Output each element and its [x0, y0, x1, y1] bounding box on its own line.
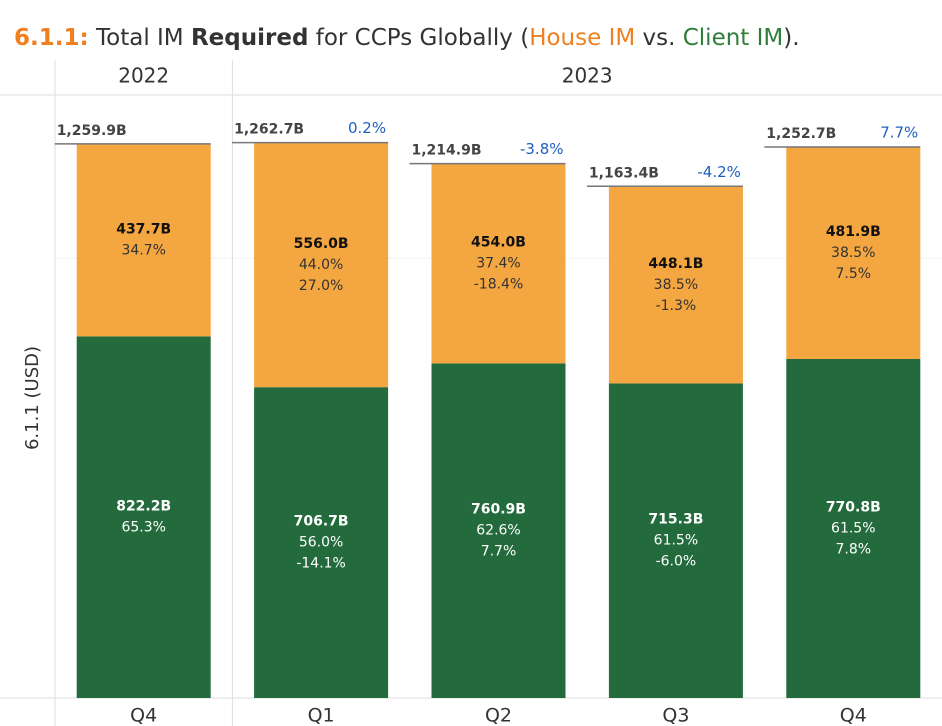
title-series: Client IM: [683, 25, 784, 51]
segment-value-label: 448.1B: [648, 256, 703, 272]
title-part: for CCPs Globally (: [308, 25, 529, 51]
segment-percent-label: 61.5%: [654, 533, 698, 549]
segment-value-label: 770.8B: [826, 499, 881, 515]
segment-value-label: 715.3B: [648, 512, 703, 528]
segment-percent-label: 44.0%: [299, 257, 343, 273]
segment-value-label: 481.9B: [826, 224, 881, 240]
bar-segment: [608, 383, 743, 698]
bar-segment: [254, 142, 389, 388]
segment-percent-label: -18.4%: [474, 276, 524, 292]
y-axis-label: 6.1.1 (USD): [22, 346, 43, 450]
segment-percent-label: -14.1%: [296, 556, 346, 572]
title-part: 6.1.1:: [14, 25, 89, 51]
segment-value-label: 760.9B: [471, 502, 526, 518]
x-tick-label: Q4: [130, 705, 157, 726]
total-label: 1,163.4B: [589, 165, 659, 181]
bar-segment: [431, 163, 566, 364]
x-tick-label: Q1: [308, 705, 335, 726]
segment-percent-label: 27.0%: [299, 278, 343, 294]
segment-percent-label: 7.5%: [836, 266, 872, 282]
segment-percent-label: 65.3%: [121, 520, 165, 536]
segment-percent-label: 38.5%: [831, 245, 875, 261]
segment-percent-label: -1.3%: [656, 298, 697, 314]
segment-percent-label: 62.6%: [476, 523, 520, 539]
segment-percent-label: -6.0%: [656, 554, 697, 570]
segment-value-label: 437.7B: [116, 222, 171, 238]
total-change-label: -4.2%: [697, 163, 741, 181]
total-change-label: 7.7%: [880, 124, 918, 142]
total-change-label: -3.8%: [520, 140, 564, 158]
segment-percent-label: 37.4%: [476, 255, 520, 271]
x-tick-label: Q3: [662, 705, 689, 726]
bar-segment: [76, 143, 211, 337]
total-label: 1,252.7B: [766, 126, 836, 142]
title-series: House IM: [529, 25, 635, 51]
bar-segment: [608, 186, 743, 384]
x-tick-label: Q2: [485, 705, 512, 726]
segment-percent-label: 61.5%: [831, 520, 875, 536]
bar-segment: [786, 147, 921, 359]
segment-percent-label: 56.0%: [299, 535, 343, 551]
segment-value-label: 706.7B: [294, 514, 349, 530]
total-label: 1,259.9B: [57, 123, 127, 139]
segment-value-label: 822.2B: [116, 499, 171, 515]
segment-percent-label: 7.7%: [481, 544, 517, 560]
segment-percent-label: 34.7%: [121, 243, 165, 259]
total-label: 1,214.9B: [412, 143, 482, 159]
bar-segment: [76, 336, 211, 698]
total-label: 1,262.7B: [234, 122, 304, 138]
title-part: vs.: [635, 25, 683, 51]
title-part: ).: [783, 25, 799, 51]
group-label: 2022: [118, 64, 169, 88]
bar-segment: [431, 363, 566, 698]
chart-title: 6.1.1: Total IM Required for CCPs Global…: [14, 25, 800, 51]
bar-segment: [786, 358, 921, 698]
segment-percent-label: 38.5%: [654, 277, 698, 293]
bar-segment: [254, 387, 389, 698]
x-tick-label: Q4: [840, 705, 867, 726]
total-change-label: 0.2%: [348, 119, 386, 137]
segment-value-label: 454.0B: [471, 234, 526, 250]
segment-percent-label: 7.8%: [836, 541, 872, 557]
title-part: Total IM: [89, 25, 191, 51]
group-label: 2023: [562, 64, 613, 88]
title-part: Required: [191, 25, 308, 51]
segment-value-label: 556.0B: [294, 236, 349, 252]
